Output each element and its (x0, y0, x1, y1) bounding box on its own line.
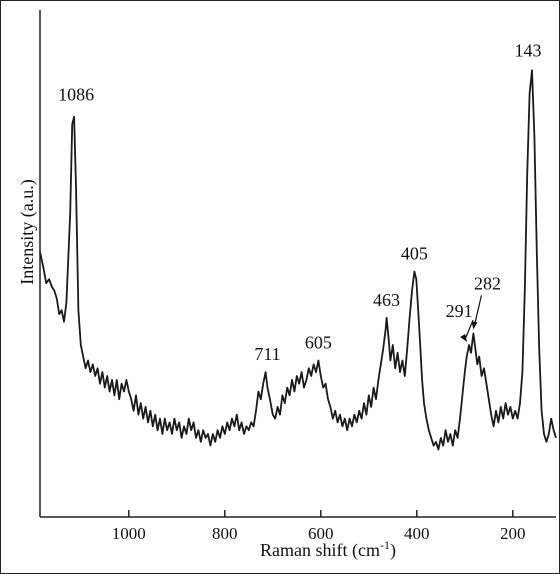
spectrum-line (39, 69, 557, 451)
x-tick-label: 1000 (112, 524, 146, 543)
peak-label-282: 282 (474, 273, 501, 293)
x-tick-label: 800 (212, 524, 238, 543)
peak-label-405: 405 (401, 244, 428, 264)
x-ticks: 1000 800 600 400 200 (112, 510, 526, 543)
peak-label-463: 463 (373, 290, 400, 310)
x-axis-title: Raman shift (cm-1) (260, 538, 396, 561)
peak-label-291: 291 (446, 301, 473, 321)
peak-label-1086: 1086 (58, 85, 94, 105)
axes (39, 10, 556, 518)
x-tick-label: 400 (404, 524, 430, 543)
y-axis-title: Intensity (a.u.) (17, 179, 38, 284)
peak-arrowhead-291 (460, 334, 468, 343)
x-axis-title-main: Raman shift (cm (260, 540, 380, 561)
peak-label-605: 605 (305, 333, 332, 353)
peak-arrowhead-282 (471, 321, 478, 330)
x-tick-label: 200 (500, 524, 526, 543)
peak-label-143: 143 (515, 40, 542, 60)
peak-arrow-291 (464, 319, 474, 340)
x-axis-title-sup: -1 (380, 538, 390, 552)
peak-arrow-282 (473, 295, 483, 326)
x-tick-label: 600 (308, 524, 334, 543)
peak-label-711: 711 (254, 344, 280, 364)
x-axis-title-end: ) (390, 540, 396, 561)
